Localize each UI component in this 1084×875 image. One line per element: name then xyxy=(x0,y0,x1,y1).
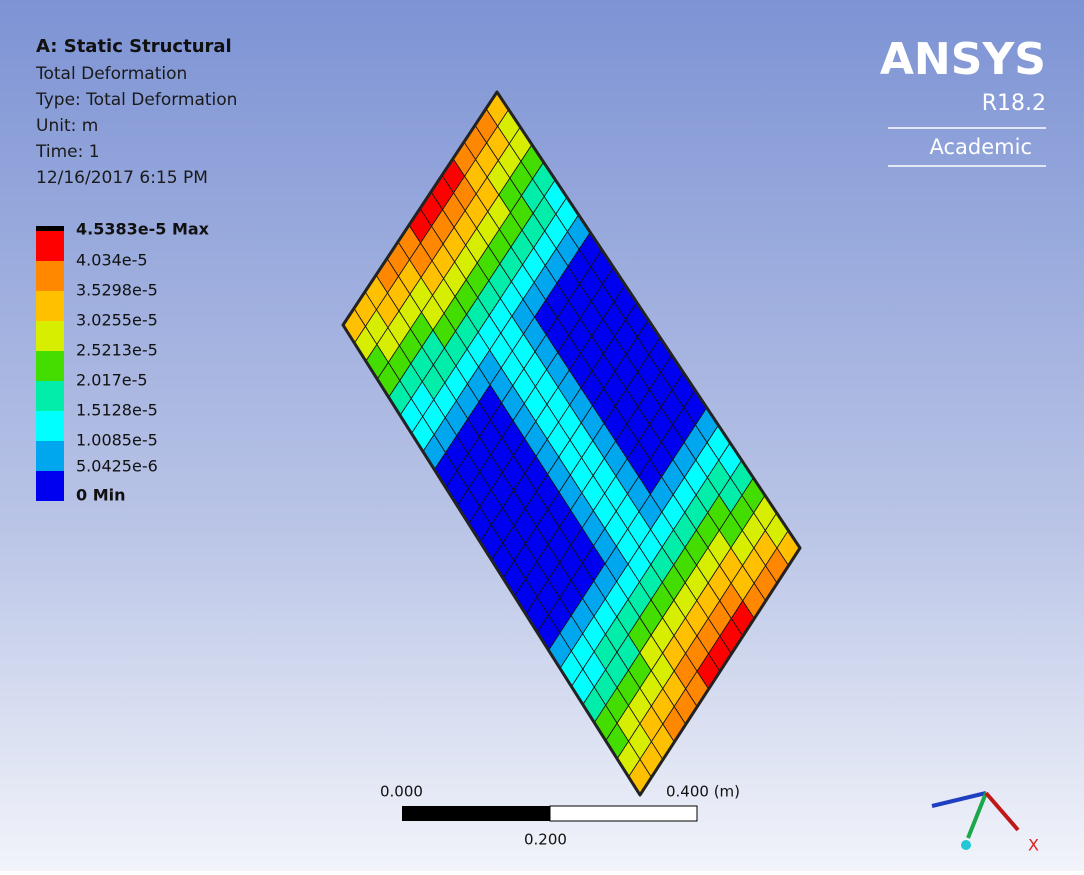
scale-end: 0.400 (m) xyxy=(666,783,740,801)
triad-origin xyxy=(961,840,971,850)
legend-label: 2.5213e-5 xyxy=(76,341,158,360)
legend-label: 2.017e-5 xyxy=(76,371,148,390)
legend-label: 4.5383e-5 Max xyxy=(76,220,210,239)
header-line: Total Deformation xyxy=(35,64,187,84)
scale-start: 0.000 xyxy=(380,783,423,801)
analysis-title: A: Static Structural xyxy=(36,36,232,57)
logo-version: R18.2 xyxy=(982,91,1046,116)
legend-label: 4.034e-5 xyxy=(76,251,148,270)
legend-cap xyxy=(36,226,64,231)
legend-label: 3.5298e-5 xyxy=(76,281,158,300)
header-line: Time: 1 xyxy=(35,142,100,162)
scale-middle: 0.200 xyxy=(524,831,567,849)
legend-swatch xyxy=(36,231,64,261)
legend-swatch xyxy=(36,351,64,381)
legend-swatch xyxy=(36,381,64,411)
scale-segment xyxy=(550,806,697,821)
legend-swatch xyxy=(36,261,64,291)
legend-label: 0 Min xyxy=(76,486,126,505)
legend-label: 3.0255e-5 xyxy=(76,311,158,330)
legend-label: 1.5128e-5 xyxy=(76,401,158,420)
logo-brand: ANSYS xyxy=(880,34,1046,85)
logo-edition: Academic xyxy=(930,135,1033,159)
legend-swatch xyxy=(36,441,64,471)
legend-label: 1.0085e-5 xyxy=(76,431,158,450)
ansys-viewport: A: Static Structural Total Deformation T… xyxy=(0,0,1084,871)
triad-x-label: X xyxy=(1028,836,1039,855)
legend-swatch xyxy=(36,291,64,321)
legend-swatch xyxy=(36,471,64,501)
legend-swatch xyxy=(36,321,64,351)
header-line: Type: Total Deformation xyxy=(35,90,237,110)
legend-label: 5.0425e-6 xyxy=(76,457,158,476)
header-line: 12/16/2017 6:15 PM xyxy=(36,168,208,188)
legend-swatch xyxy=(36,411,64,441)
header-line: Unit: m xyxy=(36,116,98,136)
scale-segment xyxy=(402,806,550,821)
